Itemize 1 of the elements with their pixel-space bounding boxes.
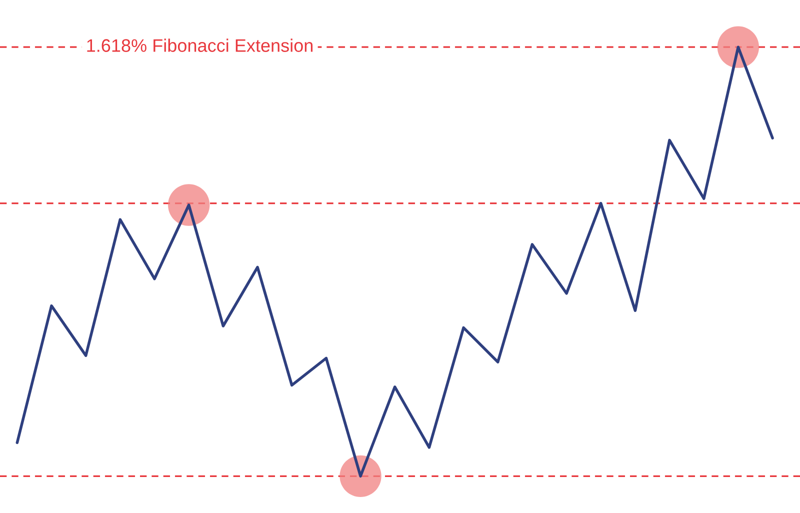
ref-line-label: 1.618% Fibonacci Extension — [87, 38, 312, 52]
